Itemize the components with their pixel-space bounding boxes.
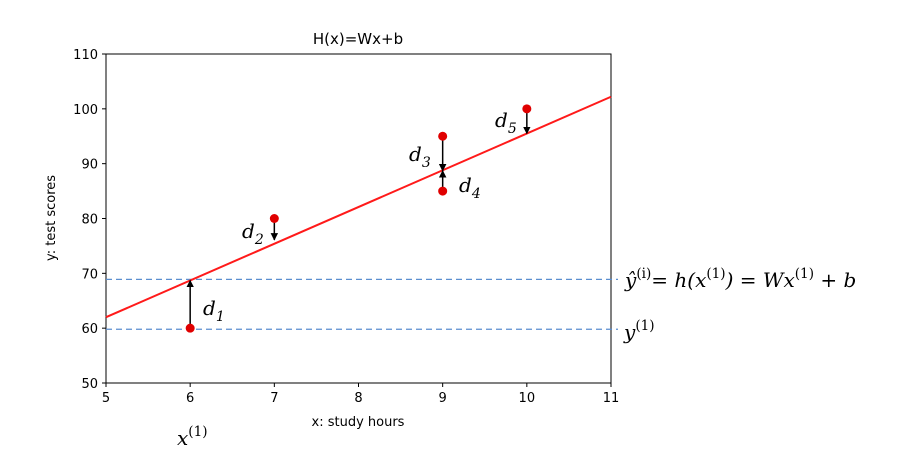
x-tick-label: 10 (519, 391, 536, 406)
plot-area: 5 6 7 8 9 10 11 50 60 70 80 90 100 110 (73, 48, 619, 406)
x-tick-label: 5 (102, 391, 110, 406)
x-tick-label: 11 (603, 391, 620, 406)
residual-label-base: d (495, 108, 508, 132)
y1-superscript: (1) (635, 318, 654, 334)
x-tick-label: 6 (186, 391, 194, 406)
residual-label-d1: d1 (203, 296, 225, 325)
yhat-equation: ŷ(i)= h(x(1)) = Wx(1) + b (624, 266, 856, 292)
residual-label-d3: d3 (409, 142, 431, 171)
y-tick-label: 50 (81, 377, 98, 392)
residual-label-d5: d5 (495, 108, 517, 137)
y-tick-label: 60 (81, 322, 98, 337)
yhat-superscript: (i) (636, 266, 651, 282)
data-point (185, 323, 195, 333)
y-tick-label: 80 (81, 213, 98, 228)
residual-label-subscript: 4 (471, 186, 481, 202)
residual-label-d4: d4 (459, 173, 481, 202)
yhat-superscript: (1) (795, 266, 814, 282)
y-tick-label: 90 (81, 158, 98, 173)
y-tick-label: 100 (73, 103, 98, 118)
x-tick-label: 7 (270, 391, 278, 406)
yhat-eq-part: + b (814, 268, 856, 292)
y1-label: y(1) (623, 318, 655, 344)
y-tick-label: 70 (81, 267, 98, 282)
y1-base: y (623, 320, 636, 344)
x1-superscript: (1) (188, 424, 207, 440)
data-point (438, 131, 448, 141)
chart-title: H(x)=Wx+b (313, 30, 403, 48)
data-point (522, 104, 532, 114)
y-tick-label: 110 (73, 48, 98, 63)
data-point (269, 214, 279, 223)
y-axis-label: y: test scores (44, 175, 59, 261)
yhat-superscript: (1) (706, 266, 725, 282)
x1-base: x (177, 426, 188, 450)
data-point (438, 186, 448, 196)
residual-label-base: d (203, 296, 216, 320)
axes-frame (105, 53, 612, 384)
residual-label-subscript: 1 (216, 309, 225, 325)
residual-label-base: d (409, 142, 422, 166)
residual-label-base: d (459, 173, 472, 197)
yhat-eq-part: = h(x (651, 268, 706, 292)
regression-line (105, 95, 612, 319)
x-tick-label: 9 (439, 391, 447, 406)
residual-label-subscript: 2 (254, 232, 264, 248)
yhat-eq-part: ) = Wx (725, 268, 795, 292)
residual-label-subscript: 5 (508, 121, 517, 137)
residual-label-d2: d2 (242, 219, 264, 248)
x-axis-label: x: study hours (312, 415, 405, 430)
x1-label: x(1) (177, 424, 208, 450)
x-tick-label: 8 (354, 391, 362, 406)
yhat-symbol: ŷ (624, 268, 637, 292)
residual-label-base: d (242, 219, 255, 243)
residual-label-subscript: 3 (422, 155, 431, 171)
